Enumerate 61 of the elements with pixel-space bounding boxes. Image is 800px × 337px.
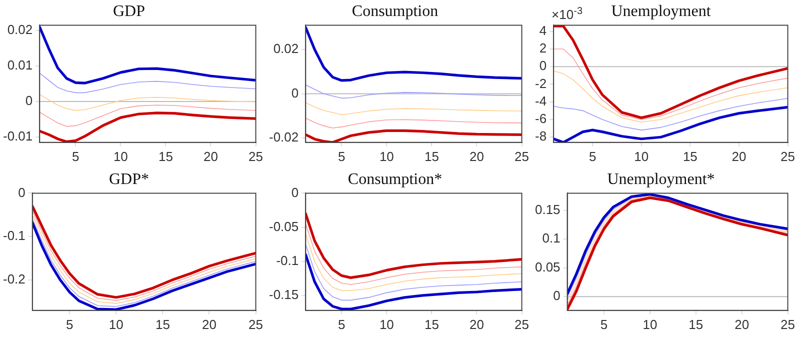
x-tick-label: 10 — [379, 148, 394, 164]
chart-title: GDP* — [108, 170, 150, 188]
y-tick-label: -0.05 — [268, 218, 299, 234]
x-tick-label: 5 — [66, 316, 74, 332]
y-tick-label: -6 — [534, 111, 547, 126]
x-tick-label: 5 — [338, 316, 346, 332]
chart-title: Consumption — [352, 2, 438, 20]
y-tick-label: 0 — [18, 184, 26, 200]
x-tick-label: 25 — [514, 148, 530, 164]
x-tick-label: 15 — [158, 148, 173, 164]
y-tick-label: 0 — [291, 184, 299, 200]
y-tick-label: 0.05 — [534, 259, 560, 274]
x-tick-label: 15 — [688, 316, 704, 332]
x-tick-label: 15 — [682, 148, 698, 164]
x-tick-label: 10 — [113, 148, 128, 164]
x-tick-label: 5 — [600, 316, 608, 332]
y-tick-label: 2 — [539, 40, 547, 56]
x-tick-label: 20 — [204, 148, 218, 164]
y-tick-label: -0.01 — [2, 128, 33, 144]
x-tick-label: 25 — [780, 148, 796, 164]
x-tick-label: 5 — [588, 148, 596, 164]
y-tick-label: -0.1 — [276, 252, 299, 268]
y-tick-label: -0.15 — [268, 286, 299, 302]
x-tick-label: 5 — [72, 148, 80, 164]
x-tick-label: 25 — [780, 316, 796, 332]
y-tick-label: -0.02 — [268, 130, 299, 145]
y-tick-label: 0.1 — [542, 230, 560, 246]
y-tick-label: 0.15 — [534, 202, 560, 218]
y-tick-label: 0.02 — [7, 22, 33, 38]
chart-title: GDP — [112, 2, 146, 20]
y-tick-label: 0 — [25, 93, 33, 108]
y-tick-label: -4 — [534, 93, 547, 108]
y-tick-label: 0 — [291, 85, 299, 100]
x-tick-label: 25 — [248, 148, 264, 164]
y-tick-label: -0.1 — [2, 228, 26, 244]
y-tick-label: 0 — [553, 288, 560, 304]
x-tick-label: 10 — [108, 316, 124, 332]
chart-title: Unemployment* — [607, 170, 715, 188]
x-tick-label: 15 — [155, 316, 170, 332]
x-tick-label: 20 — [734, 316, 750, 332]
y-tick-label: 0 — [539, 58, 547, 74]
x-tick-label: 5 — [338, 148, 346, 164]
x-tick-label: 25 — [514, 316, 530, 332]
y-tick-label: -8 — [534, 128, 547, 144]
y-tick-label: -0.2 — [2, 272, 26, 287]
y-tick-label: 0.02 — [273, 41, 299, 56]
x-tick-label: 20 — [732, 148, 746, 164]
x-tick-label: 20 — [202, 316, 216, 332]
x-tick-label: 25 — [248, 316, 264, 332]
x-tick-label: 10 — [379, 316, 394, 332]
x-tick-label: 10 — [634, 148, 649, 164]
x-tick-label: 20 — [470, 148, 484, 164]
x-tick-label: 15 — [424, 148, 439, 164]
chart-title: Unemployment — [611, 2, 712, 20]
y-tick-label: -2 — [534, 76, 547, 91]
y-tick-label: 0.01 — [7, 58, 33, 73]
y-tick-label: 4 — [539, 22, 547, 38]
x-tick-label: 15 — [424, 316, 439, 332]
chart-title: Consumption* — [348, 170, 442, 188]
x-tick-label: 10 — [642, 316, 658, 332]
x-tick-label: 20 — [470, 316, 484, 332]
